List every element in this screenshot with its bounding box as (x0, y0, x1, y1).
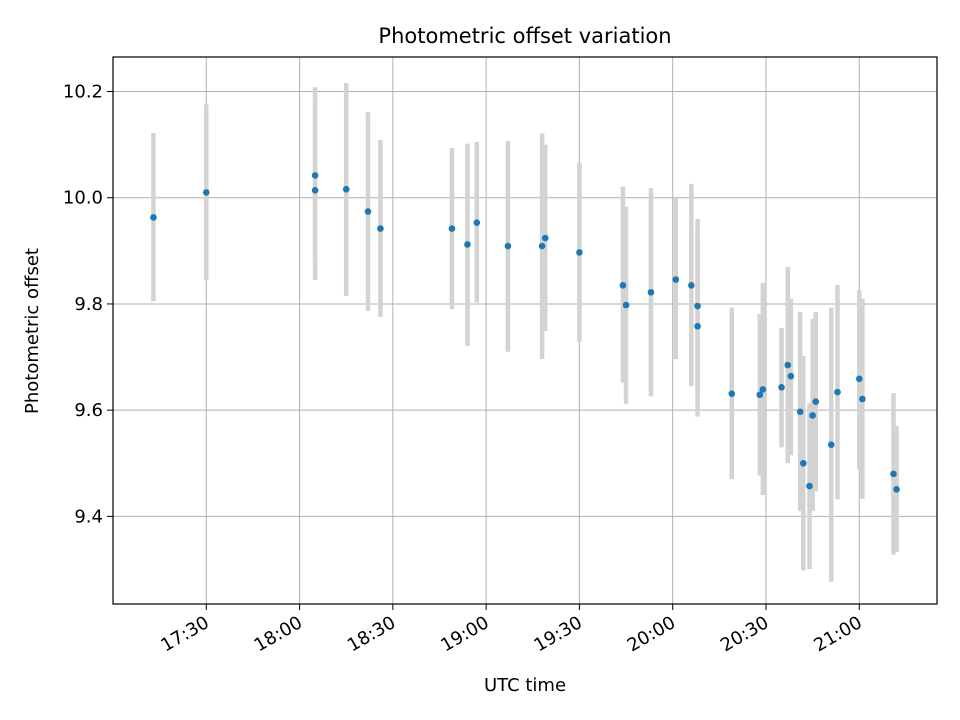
data-point (619, 282, 627, 289)
data-point (756, 391, 764, 399)
data-point (541, 234, 549, 242)
data-point (622, 301, 630, 309)
data-point (806, 482, 813, 490)
data-point (364, 208, 372, 215)
data-point (893, 485, 900, 493)
data-point (311, 172, 319, 179)
data-point (694, 302, 701, 310)
x-axis-title: UTC time (484, 675, 566, 696)
data-point (694, 322, 701, 330)
data-point (855, 375, 863, 383)
data-point (202, 189, 210, 196)
y-tick-label: 10.0 (63, 188, 103, 209)
data-point (809, 412, 816, 419)
x-tick-label: 18:00 (251, 612, 306, 656)
data-point (464, 241, 471, 248)
x-tick-label: 21:00 (810, 612, 865, 656)
data-point (778, 384, 785, 391)
y-axis-ticks: 9.4 9.6 9.8 10.0 10.2 (63, 82, 113, 527)
x-tick-label: 19:00 (437, 612, 492, 656)
x-tick-label: 19:30 (530, 612, 585, 656)
y-tick-label: 10.2 (63, 82, 103, 103)
data-point (672, 276, 680, 283)
data-point (890, 470, 897, 478)
x-axis-ticks: 17:30 18:00 18:30 19:00 19:30 20:00 20:30 21:00 (157, 604, 866, 656)
data-point (342, 185, 350, 193)
data-point (834, 388, 841, 396)
data-point (576, 249, 583, 256)
x-tick-label: 20:30 (717, 612, 772, 656)
y-tick-label: 9.6 (74, 400, 103, 421)
data-point (647, 288, 655, 296)
y-axis-title: Photometric offset (22, 248, 43, 414)
data-point (827, 441, 835, 448)
plot-frame (112, 56, 938, 605)
data-point (728, 390, 736, 397)
x-tick-label: 17:30 (157, 612, 212, 656)
x-tick-label: 18:30 (344, 612, 399, 656)
data-point (473, 219, 481, 226)
data-point (784, 361, 792, 369)
data-point (796, 408, 804, 416)
error-bars (151, 83, 899, 582)
data-point (377, 225, 384, 232)
data-point (504, 242, 512, 250)
data-point (859, 395, 866, 403)
data-point (448, 225, 456, 232)
data-point (759, 386, 767, 393)
data-point (799, 459, 807, 467)
data-point (538, 242, 546, 250)
data-point (812, 398, 820, 405)
x-tick-label: 20:00 (624, 612, 679, 656)
data-point (311, 186, 319, 194)
y-tick-label: 9.8 (74, 294, 103, 315)
y-tick-label: 9.4 (74, 506, 103, 527)
data-points (150, 172, 900, 493)
chart-title: Photometric offset variation (378, 24, 671, 48)
data-point (688, 282, 695, 289)
data-point (787, 372, 795, 380)
data-point (150, 214, 157, 221)
